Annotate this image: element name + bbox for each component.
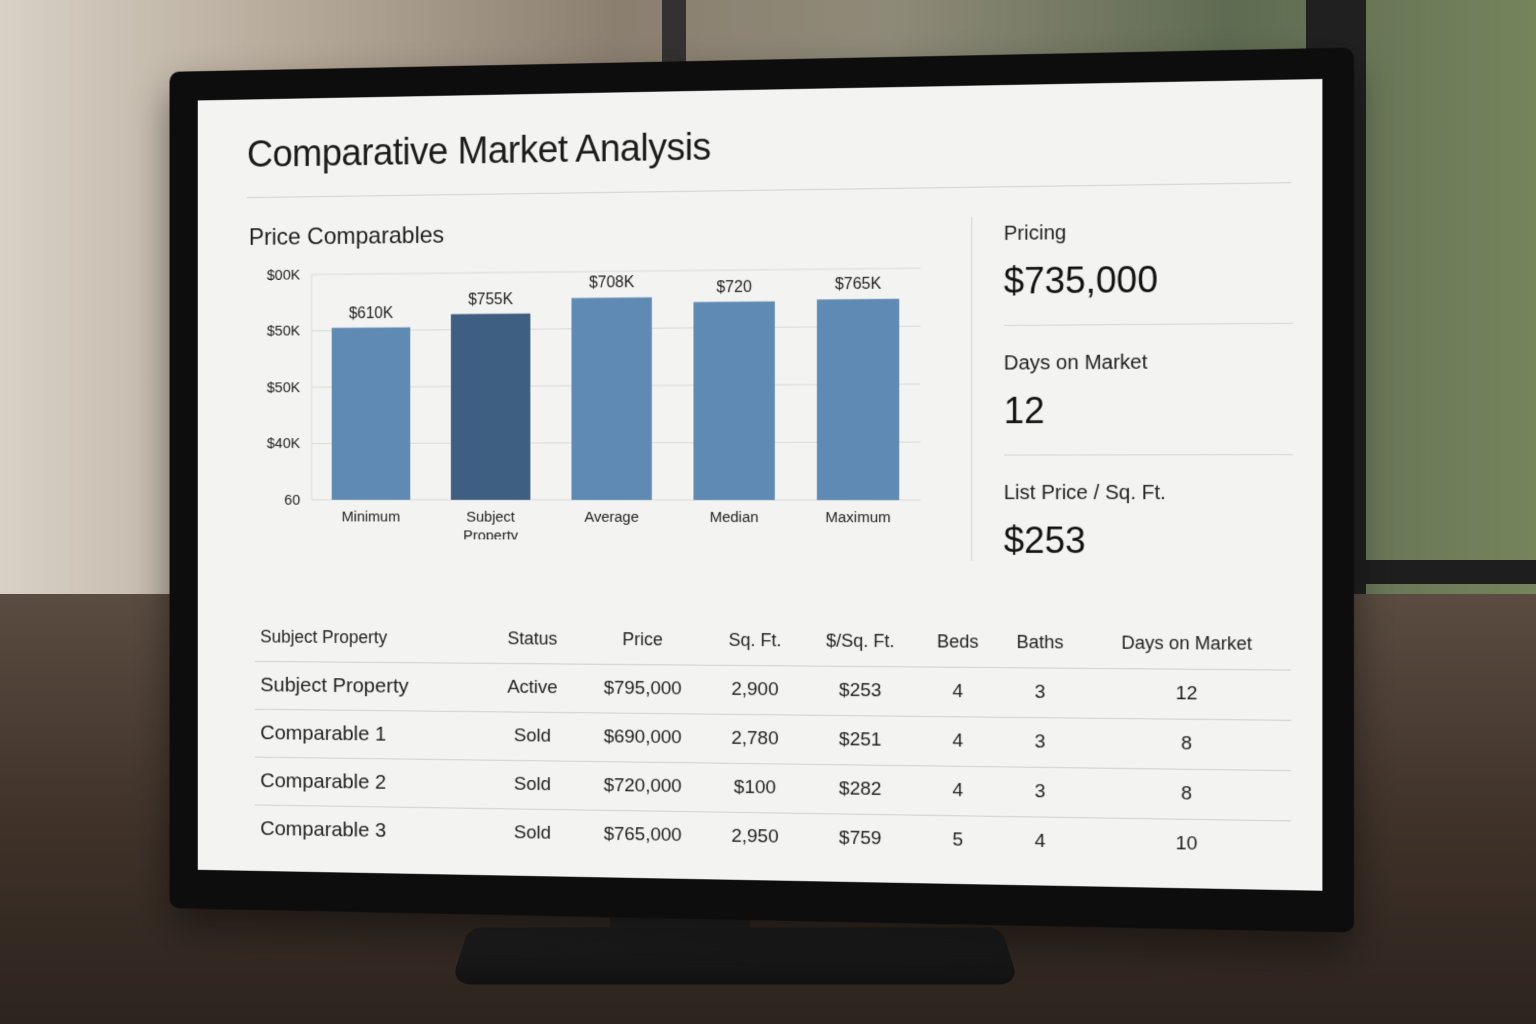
stat-price-per-sqft-label: List Price / Sq. Ft. [1004, 482, 1293, 506]
bar-value-label: $610K [349, 305, 394, 322]
bar [817, 299, 899, 500]
x-category-label: Minimum [342, 509, 400, 525]
y-tick-label: $40K [267, 436, 300, 452]
cell-baths: 4 [997, 816, 1083, 867]
x-category-label-line: Maximum [825, 510, 890, 526]
cell-days-on-market: 8 [1083, 768, 1291, 821]
chart-title: Price Comparables [249, 222, 444, 252]
bar [451, 314, 530, 500]
cell-name: Comparable 1 [255, 709, 488, 760]
stats-panel: Pricing $735,000 Days on Market 12 List … [1004, 213, 1293, 606]
cell-status: Sold [487, 712, 577, 762]
title-divider [247, 182, 1291, 198]
screen: Comparative Market Analysis Price Compar… [198, 79, 1323, 891]
cell-status: Sold [487, 809, 577, 859]
stat-price-per-sqft: List Price / Sq. Ft. $253 [1004, 476, 1293, 586]
y-tick-label: 60 [284, 493, 300, 509]
bar-value-label: $708K [589, 274, 635, 292]
bar [571, 297, 651, 500]
column-header-beds: Beds [919, 621, 997, 668]
stat-pricing-label: Pricing [1004, 219, 1293, 246]
bar-value-label: $755K [468, 291, 513, 308]
cell-baths: 3 [997, 717, 1083, 768]
cell-name: Comparable 3 [255, 805, 488, 856]
column-header-days-on-market: Days on Market [1083, 622, 1291, 670]
cell-baths: 3 [997, 668, 1083, 719]
y-tick-label: $50K [267, 380, 300, 396]
cell-days-on-market: 8 [1083, 718, 1291, 771]
cell-price-per-sqft: $282 [802, 764, 919, 815]
column-header-sqft: Sq. Ft. [708, 620, 802, 666]
y-tick-label: $50K [267, 324, 300, 340]
x-category-label: Maximum [825, 510, 890, 526]
column-header-price-per-sqft: $/Sq. Ft. [802, 620, 919, 667]
x-category-label-line: Property [463, 528, 519, 540]
cell-baths: 3 [997, 767, 1083, 818]
x-category-label-line: Average [584, 510, 639, 526]
cell-price-per-sqft: $251 [802, 715, 919, 766]
x-category-label: Average [584, 510, 639, 526]
stat-price-per-sqft-value: $253 [1004, 519, 1293, 563]
monitor: Comparative Market Analysis Price Compar… [170, 47, 1354, 932]
cell-price-per-sqft: $759 [802, 813, 919, 864]
monitor-stand-base [450, 927, 1019, 984]
bar-value-label: $765K [835, 276, 882, 294]
section-divider [971, 217, 972, 561]
stat-pricing-value: $735,000 [1004, 257, 1293, 303]
cell-beds: 5 [919, 815, 997, 865]
cell-price: $690,000 [578, 713, 708, 763]
y-tick-label: $00K [267, 268, 300, 284]
cell-days-on-market: 12 [1083, 668, 1291, 720]
cell-beds: 4 [919, 716, 997, 766]
cell-status: Active [487, 663, 577, 712]
bar-value-label: $720 [716, 278, 752, 296]
column-header-price: Price [578, 619, 708, 665]
x-category-label-line: Minimum [342, 509, 400, 525]
x-category-label: Subject Property [463, 510, 519, 541]
cell-sqft: 2,900 [708, 665, 802, 715]
x-category-label: Median [710, 510, 759, 526]
cell-price-per-sqft: $253 [802, 666, 919, 716]
cell-price: $720,000 [578, 761, 708, 812]
x-category-label-line: Median [710, 510, 759, 526]
page-title: Comparative Market Analysis [247, 127, 711, 177]
cell-sqft: 2,780 [708, 714, 802, 764]
bar [693, 301, 774, 500]
stat-days-on-market-label: Days on Market [1004, 350, 1293, 375]
cell-sqft: $100 [708, 763, 802, 813]
stat-days-on-market-value: 12 [1004, 388, 1293, 432]
column-header-name: Subject Property [255, 617, 488, 663]
cell-beds: 4 [919, 667, 997, 717]
cell-price: $765,000 [578, 810, 708, 860]
cell-name: Comparable 2 [255, 757, 488, 808]
comparables-table: Subject Property Status Price Sq. Ft. $/… [255, 617, 1291, 871]
cell-name: Subject Property [255, 661, 488, 711]
cell-price: $795,000 [578, 664, 708, 714]
stat-days-on-market: Days on Market 12 [1004, 344, 1293, 455]
cell-days-on-market: 10 [1083, 818, 1291, 871]
price-comparables-chart: $00K $50K $50K $40K 60 $610K Minimum $755K Subje… [236, 248, 941, 541]
x-category-label-line: Subject [466, 510, 515, 526]
cell-sqft: 2,950 [708, 812, 802, 862]
cell-status: Sold [487, 760, 577, 810]
bar [332, 327, 411, 500]
column-header-baths: Baths [997, 622, 1083, 669]
column-header-status: Status [487, 618, 577, 664]
cell-beds: 4 [919, 766, 997, 817]
stat-pricing: Pricing $735,000 [1004, 213, 1293, 326]
